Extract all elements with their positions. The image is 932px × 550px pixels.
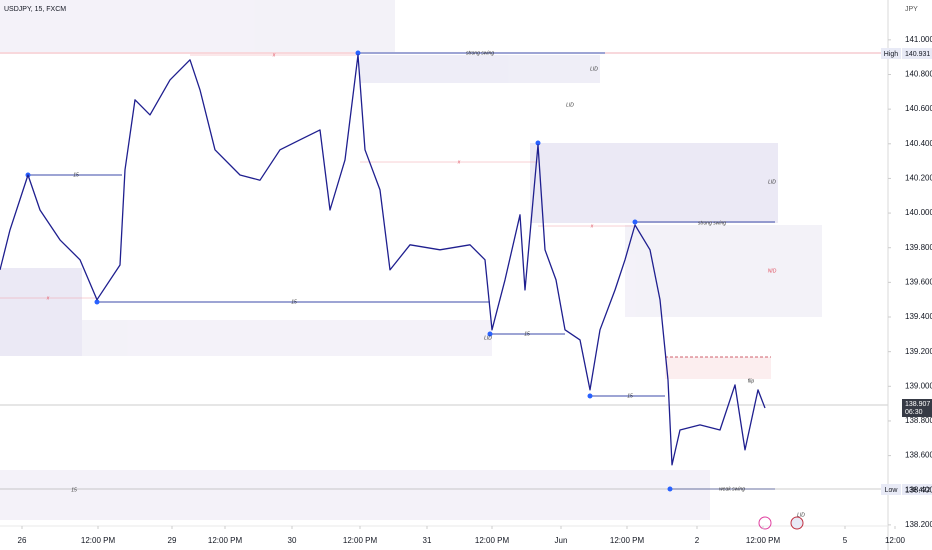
y-tick-label: 141.000 (905, 35, 932, 44)
y-tick-label: 140.800 (905, 70, 932, 79)
x-tick-label: 12:00 (885, 536, 906, 545)
x-tick-label: 12:00 PM (746, 536, 781, 545)
chart-title: USDJPY, 15, FXCM (4, 6, 66, 13)
x-tick-label: 2 (695, 536, 700, 545)
pivot (587, 393, 593, 399)
x-tick-label: 12:00 PM (208, 536, 243, 545)
y-tick-label: 139.400 (905, 312, 932, 321)
x-tick-label: 12:00 PM (343, 536, 378, 545)
x-tick-label: 26 (18, 536, 27, 545)
x-tick-label: 31 (423, 536, 432, 545)
x-tick-label: 12:00 PM (81, 536, 116, 545)
annotation: x (46, 295, 50, 301)
annotation: 15 (291, 299, 297, 305)
annotation: x (272, 52, 276, 58)
zone (82, 320, 492, 356)
tag (902, 399, 932, 417)
tag-countdown: 06:30 (905, 409, 923, 416)
x-tick-label: 5 (843, 536, 848, 545)
y-tick-label: 139.600 (905, 277, 932, 286)
annotation: weak swing (719, 486, 745, 492)
x-tick-label: Jun (555, 536, 568, 545)
annotation: 15 (524, 331, 530, 337)
tag-value: 138.907 (905, 401, 930, 408)
annotation: x (457, 159, 461, 165)
event-icon[interactable] (758, 516, 772, 530)
zone (360, 55, 600, 83)
y-tick-label: 139.200 (905, 347, 932, 356)
annotation: flip (748, 378, 755, 384)
zone (0, 470, 710, 520)
zone (0, 268, 82, 356)
tag-value: 138.422 (905, 487, 930, 494)
event-icon[interactable] (790, 516, 804, 530)
annotation: LID (590, 66, 598, 72)
tag-label: Low (885, 487, 899, 494)
y-tick-label: 138.600 (905, 451, 932, 460)
tag (902, 48, 932, 59)
y-tick-label: 139.000 (905, 381, 932, 390)
pivot (535, 140, 541, 146)
tag (881, 484, 901, 495)
tag-value: 140.931 (905, 51, 930, 58)
annotation: LID (484, 335, 492, 341)
annotation: strong swing (466, 50, 494, 56)
annotation: x (590, 223, 594, 229)
pivot (94, 299, 100, 305)
x-tick-label: 12:00 PM (610, 536, 645, 545)
zone (665, 357, 771, 379)
y-tick-label: 140.000 (905, 208, 932, 217)
y-tick-label: 140.200 (905, 174, 932, 183)
annotation: 15 (71, 487, 77, 493)
y-tick-label: 140.600 (905, 104, 932, 113)
annotation: 15 (73, 172, 79, 178)
x-tick-label: 29 (168, 536, 177, 545)
pivot (487, 331, 493, 337)
y-tick-label: 138.200 (905, 520, 932, 529)
zone (0, 0, 395, 52)
y-tick-label: 140.400 (905, 139, 932, 148)
tag (902, 484, 932, 495)
annotation: LID (797, 512, 805, 518)
annotation: 15 (627, 393, 633, 399)
zone (625, 225, 822, 317)
y-tick-label: 139.800 (905, 243, 932, 252)
axis-label: JPY (905, 6, 918, 13)
y-tick-label: 138.800 (905, 416, 932, 425)
y-tick-label: 138.400 (905, 485, 932, 494)
pivots (25, 50, 673, 492)
x-tick-label: 30 (288, 536, 297, 545)
annotation: strong swing (698, 220, 726, 226)
x-tick-label: 12:00 PM (475, 536, 510, 545)
price-line (0, 54, 766, 466)
zone (530, 143, 778, 223)
pivot (632, 219, 638, 225)
annotation: NID (768, 268, 777, 274)
annotation: LID (566, 102, 574, 108)
tag (881, 48, 901, 59)
pivot (667, 486, 673, 492)
pivot (355, 50, 361, 56)
zones (0, 0, 822, 520)
annotation: LID (768, 179, 776, 185)
levels (0, 0, 889, 550)
tag-label: High (884, 51, 899, 58)
